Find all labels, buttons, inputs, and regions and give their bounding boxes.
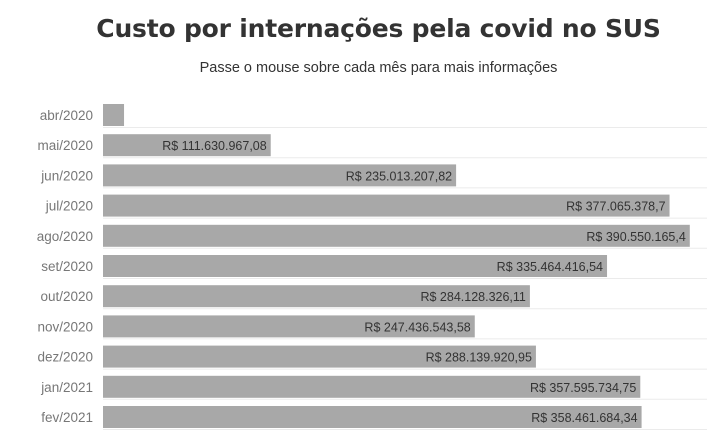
value-label: R$ 357.595.734,75: [530, 381, 636, 395]
chart-title: Custo por internações pela covid no SUS: [96, 14, 661, 43]
category-label: dez/2020: [37, 350, 93, 365]
category-label: out/2020: [40, 289, 93, 304]
category-label: mai/2020: [37, 138, 93, 153]
value-label: R$ 358.461.684,34: [531, 411, 637, 425]
bar[interactable]: [103, 345, 536, 368]
value-label: R$ 335.464.416,54: [497, 260, 603, 274]
bar[interactable]: [103, 406, 642, 428]
category-label: jul/2020: [45, 199, 93, 214]
chart-subtitle: Passe o mouse sobre cada mês para mais i…: [199, 60, 558, 76]
value-label: R$ 377.065.378,7: [566, 200, 665, 214]
bar[interactable]: [103, 375, 641, 398]
bar[interactable]: [103, 164, 457, 187]
category-label: fev/2021: [41, 410, 93, 425]
category-label: set/2020: [41, 259, 93, 274]
bar[interactable]: [103, 134, 271, 157]
value-label: R$ 111.630.967,08: [162, 139, 267, 153]
bar[interactable]: [103, 315, 475, 338]
bar[interactable]: [103, 224, 690, 247]
category-label: jun/2020: [40, 168, 93, 183]
category-label: ago/2020: [37, 229, 93, 244]
bar[interactable]: [103, 104, 125, 126]
value-label: R$ 247.436.543,58: [364, 320, 470, 334]
value-label: R$ 284.128.326,11: [420, 290, 525, 304]
value-label: R$ 235.013.207,82: [346, 169, 452, 183]
value-label: R$ 390.550.165,4: [586, 230, 685, 244]
category-label: jan/2021: [40, 380, 93, 395]
bar[interactable]: [103, 194, 670, 217]
category-label: nov/2020: [37, 319, 93, 334]
bar[interactable]: [103, 285, 530, 308]
value-label: R$ 288.139.920,95: [426, 351, 532, 365]
bar[interactable]: [103, 255, 608, 277]
category-label: abr/2020: [40, 108, 93, 123]
